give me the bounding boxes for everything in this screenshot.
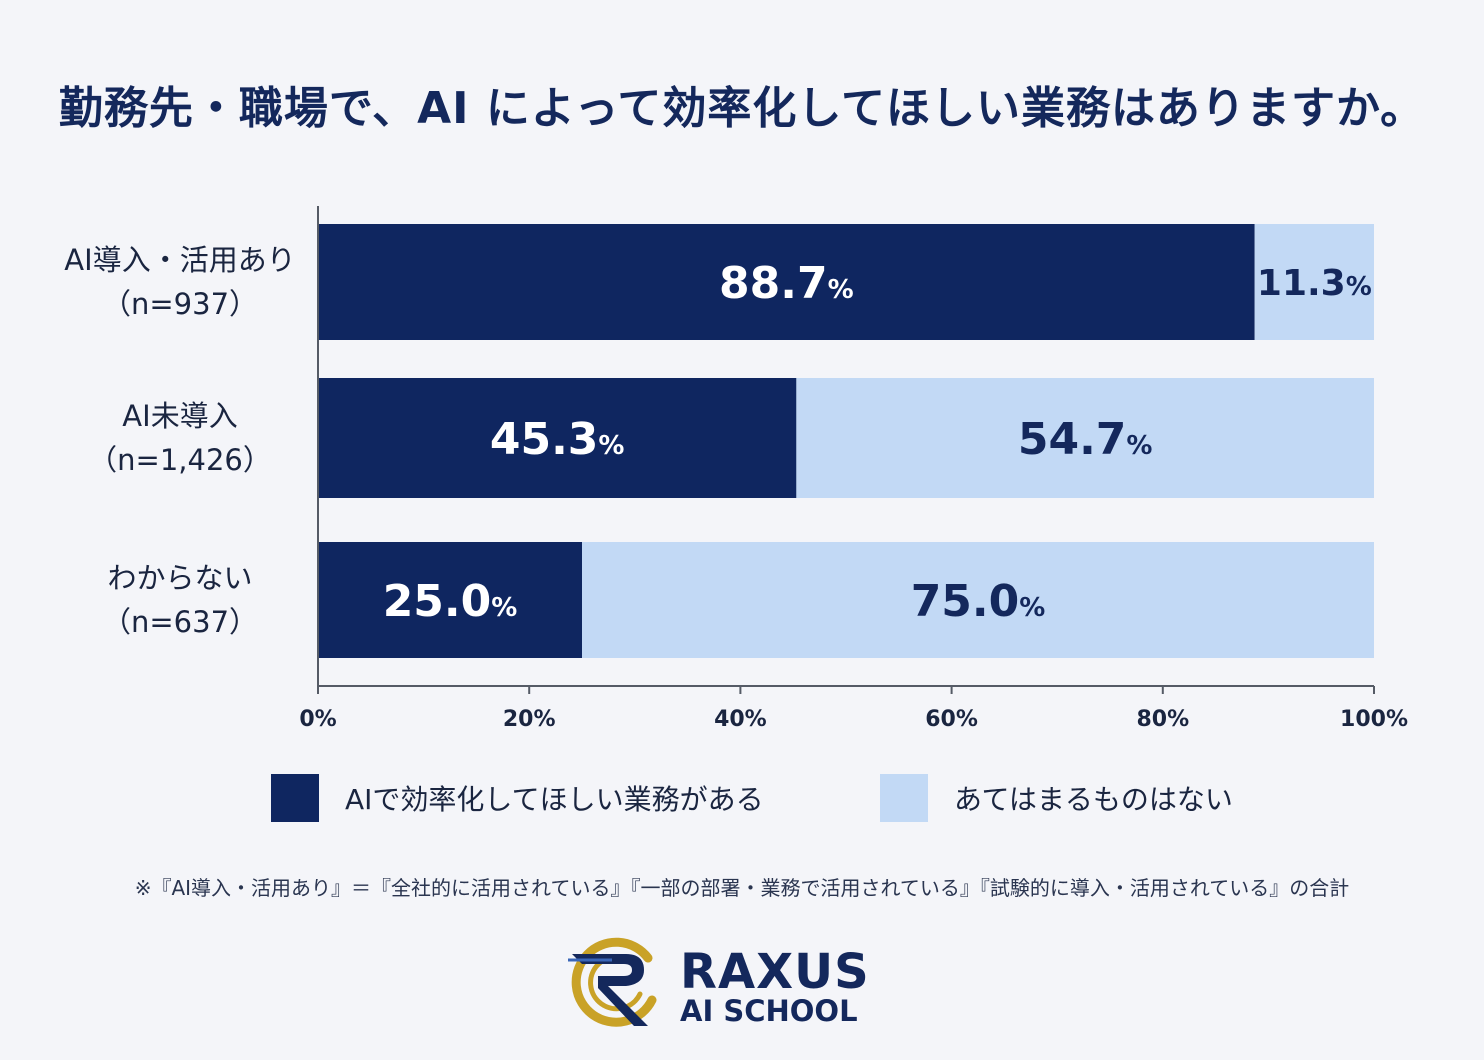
- footnote: ※『AI導入・活用あり』＝『全社的に活用されている』『一部の部署・業務で活用され…: [134, 876, 1350, 900]
- bar-value-label-2-1: 45.3%: [490, 414, 625, 465]
- category-label-2: AI未導入: [122, 399, 237, 433]
- x-tick-label-6: 100%: [1340, 707, 1408, 732]
- bar-value-label-1-1: 88.7%: [719, 258, 854, 309]
- bar-segment-2-2: [796, 378, 1374, 498]
- legend-label-series-1: AIで効率化してほしい業務がある: [345, 783, 764, 816]
- category-sample-2: （n=1,426）: [88, 443, 272, 477]
- legend-item-series-2: あてはまるものはない: [880, 774, 1233, 822]
- bar-value-label-3-1: 25.0%: [383, 576, 518, 627]
- category-label-1: AI導入・活用あり: [64, 243, 295, 277]
- bar-value-label-3-2: 75.0%: [911, 576, 1046, 627]
- x-tick-label-5: 80%: [1136, 707, 1189, 732]
- bar-segment-3-2: [582, 542, 1374, 658]
- legend-swatch-series-1: [271, 774, 319, 822]
- bar-value-label-1-2: 11.3%: [1257, 263, 1372, 304]
- bar-segment-2-1: [318, 378, 797, 498]
- bar-value-label-2-2: 54.7%: [1018, 414, 1153, 465]
- legend-item-series-1: AIで効率化してほしい業務がある: [271, 774, 764, 822]
- x-tick-label-4: 60%: [925, 707, 978, 732]
- bar-segment-3-1: [318, 542, 582, 658]
- legend-label-series-2: あてはまるものはない: [954, 783, 1233, 816]
- logo-subtitle: AI SCHOOL: [680, 994, 858, 1028]
- x-tick-label-3: 40%: [714, 707, 767, 732]
- raxus-logo-mark-icon: [568, 937, 657, 1027]
- bar-segment-1-2: [1254, 224, 1374, 340]
- x-tick-label-2: 20%: [503, 707, 556, 732]
- category-sample-3: （n=637）: [102, 605, 258, 639]
- category-label-3: わからない: [107, 561, 252, 595]
- legend: AIで効率化してほしい業務がある あてはまるものはない: [0, 774, 1484, 822]
- chart-title: 勤務先・職場で、AI によって効率化してほしい業務はありますか。: [58, 83, 1426, 134]
- x-tick-label-1: 0%: [299, 707, 336, 732]
- stacked-bar-chart: 88.7% 11.3% AI導入・活用あり （n=937） 45.3% 54.7% AI未導…: [64, 206, 1408, 732]
- bar-segment-1-1: [318, 224, 1255, 340]
- raxus-logo: RAXUS AI SCHOOL: [568, 936, 898, 1032]
- category-sample-1: （n=937）: [102, 287, 258, 321]
- logo-wordmark: RAXUS: [680, 944, 870, 1000]
- legend-swatch-series-2: [880, 774, 928, 822]
